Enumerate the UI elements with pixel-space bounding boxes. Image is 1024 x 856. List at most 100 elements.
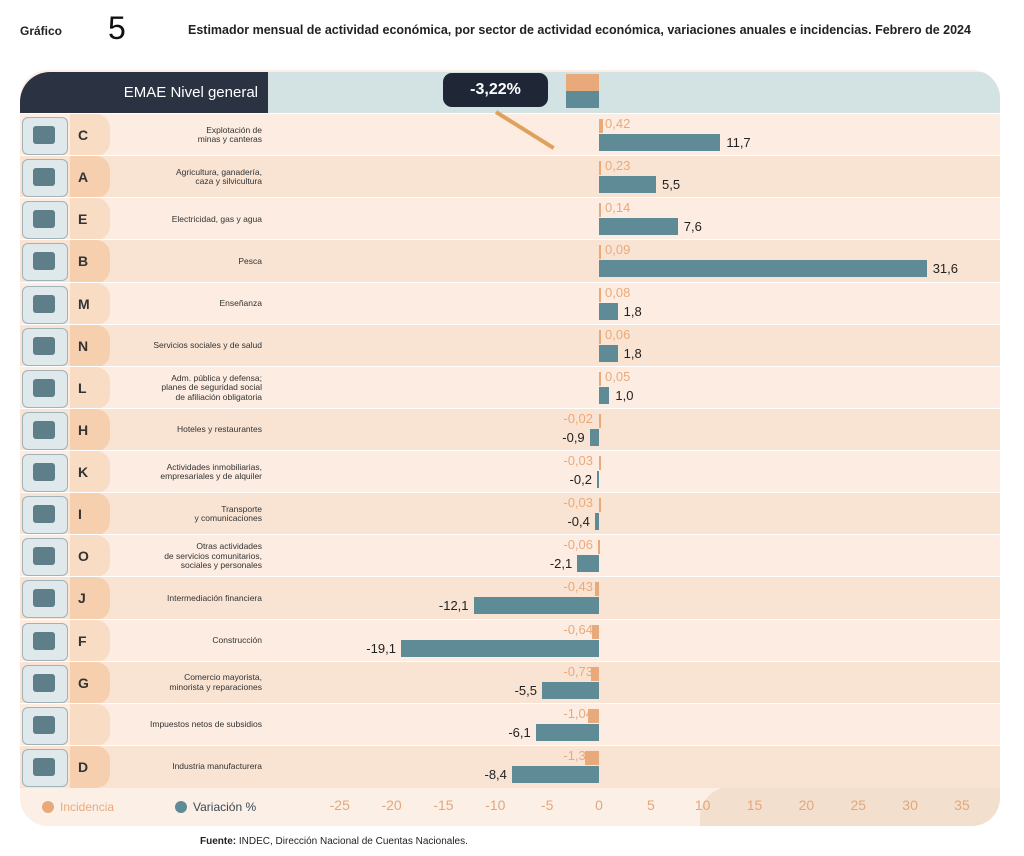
incidencia-bar xyxy=(585,750,599,765)
chart-title: Estimador mensual de actividad económica… xyxy=(188,23,971,37)
variacion-label: -6,1 xyxy=(508,724,531,740)
sector-label: Agricultura, ganadería, caza y silvicult… xyxy=(110,156,262,198)
sector-label-text: Servicios sociales y de salud xyxy=(153,339,262,350)
sector-label: Adm. pública y defensa; planes de seguri… xyxy=(110,367,262,409)
general-value-badge: -3,22% xyxy=(443,73,548,107)
incidencia-bar xyxy=(588,708,599,723)
incidencia-bar xyxy=(599,329,601,344)
sector-code: K xyxy=(70,451,110,494)
incidencia-label: 0,14 xyxy=(605,200,631,216)
sector-label-text: Construcción xyxy=(212,634,262,645)
variacion-bar xyxy=(511,765,599,783)
general-label: EMAE Nivel general xyxy=(20,72,268,113)
x-tick-label: 5 xyxy=(646,797,655,813)
sector-code: H xyxy=(70,408,110,451)
category-row: A Agricultura, ganadería, caza y silvicul… xyxy=(20,155,1000,199)
figure-number: 5 xyxy=(108,10,126,46)
sector-icon xyxy=(22,159,68,198)
sector-icon xyxy=(22,327,68,366)
category-row: L Adm. pública y defensa; planes de segur… xyxy=(20,365,1000,409)
incidencia-label: 0,42 xyxy=(605,116,631,131)
sector-code: O xyxy=(70,535,110,578)
x-tick-label: -15 xyxy=(433,797,454,813)
sector-label: Industria manufacturera xyxy=(110,746,262,788)
x-tick-label: -20 xyxy=(381,797,402,813)
sector-label-text: Enseñanza xyxy=(219,297,262,308)
variacion-label: 1,8 xyxy=(623,345,642,361)
incidencia-label: -0,43 xyxy=(563,579,593,595)
legend-dot-icon xyxy=(42,801,54,813)
incidencia-bar xyxy=(598,413,601,428)
variacion-bar xyxy=(599,176,657,194)
figure-label: Gráfico xyxy=(20,24,63,38)
sector-icon xyxy=(22,411,68,450)
incidencia-label: 0,06 xyxy=(605,326,631,342)
x-tick-label: 20 xyxy=(798,797,815,813)
incidencia-label: -0,03 xyxy=(563,495,593,511)
sector-label: Impuestos netos de subsidios xyxy=(110,704,262,746)
x-tick-label: -25 xyxy=(329,797,350,813)
legend-incidencia: Incidencia xyxy=(42,800,114,814)
variacion-label: -2,1 xyxy=(549,556,573,572)
sector-icon xyxy=(22,580,68,619)
sector-code: M xyxy=(70,282,110,325)
sector-icon xyxy=(22,369,68,408)
sector-label: Servicios sociales y de salud xyxy=(110,325,262,367)
general-variacion-bar xyxy=(565,91,599,108)
incidencia-label: -0,73 xyxy=(563,663,593,679)
sector-code: D xyxy=(70,745,110,788)
sector-code: G xyxy=(70,661,110,704)
x-tick-label: 25 xyxy=(850,797,867,813)
source-note: Fuente: INDEC, Dirección Nacional de Cue… xyxy=(200,836,468,847)
source-label: Fuente: xyxy=(200,836,237,847)
variacion-label: -5,5 xyxy=(514,682,537,698)
variacion-label: 11,7 xyxy=(726,135,751,150)
incidencia-label: -0,02 xyxy=(563,410,593,426)
variacion-label: 5,5 xyxy=(662,177,681,193)
x-tick-label: -5 xyxy=(540,797,554,813)
category-row: G Comercio mayorista, minorista y reparac… xyxy=(20,660,1000,704)
x-tick-label: -10 xyxy=(485,797,506,813)
incidencia-label: -0,03 xyxy=(563,453,593,468)
legend-label: Incidencia xyxy=(60,800,115,814)
sector-icon xyxy=(22,706,68,745)
x-tick-label: 0 xyxy=(595,797,603,813)
legend-dot-icon xyxy=(175,801,187,813)
sector-label-text: Actividades inmobiliarias, empresariales… xyxy=(160,461,262,482)
sector-code: A xyxy=(70,156,110,199)
sector-label-text: Impuestos netos de subsidios xyxy=(150,719,262,730)
incidencia-bar xyxy=(598,456,601,470)
category-row: M Enseñanza xyxy=(20,281,1000,325)
sector-code xyxy=(70,703,110,746)
variacion-label: 31,6 xyxy=(932,261,958,277)
legend-variacion: Variación % xyxy=(175,800,256,814)
incidencia-bar xyxy=(598,498,601,513)
variacion-bar xyxy=(541,681,599,699)
incidencia-bar xyxy=(592,624,599,639)
sector-code: B xyxy=(70,240,110,283)
sector-icon xyxy=(22,538,68,577)
sector-icon xyxy=(22,285,68,324)
sector-icon xyxy=(22,201,68,240)
header-band xyxy=(268,72,1000,113)
variacion-bar xyxy=(577,555,599,573)
sector-label-text: Adm. pública y defensa; planes de seguri… xyxy=(161,372,262,402)
x-tick-label: 10 xyxy=(694,797,711,813)
sector-icon xyxy=(22,748,68,787)
sector-label: Intermediación financiera xyxy=(110,577,262,619)
incidencia-bar xyxy=(594,582,599,597)
incidencia-label: 0,09 xyxy=(605,242,631,258)
category-row: C Explotación de minas y canteras xyxy=(20,113,1000,157)
sector-icon xyxy=(22,243,68,282)
x-tick-label: 35 xyxy=(954,797,970,813)
variacion-label: 1,0 xyxy=(615,387,634,403)
variacion-bar xyxy=(535,723,599,741)
category-row: Impuestos netos de subsidios xyxy=(20,702,1000,746)
variacion-bar xyxy=(400,639,599,657)
x-tick-label: 15 xyxy=(746,797,763,813)
sector-label-text: Pesca xyxy=(238,255,262,266)
variacion-bar xyxy=(589,428,599,446)
incidencia-label: 0,05 xyxy=(605,368,631,384)
incidencia-label: -1,04 xyxy=(563,705,593,721)
sector-code: N xyxy=(70,324,110,367)
